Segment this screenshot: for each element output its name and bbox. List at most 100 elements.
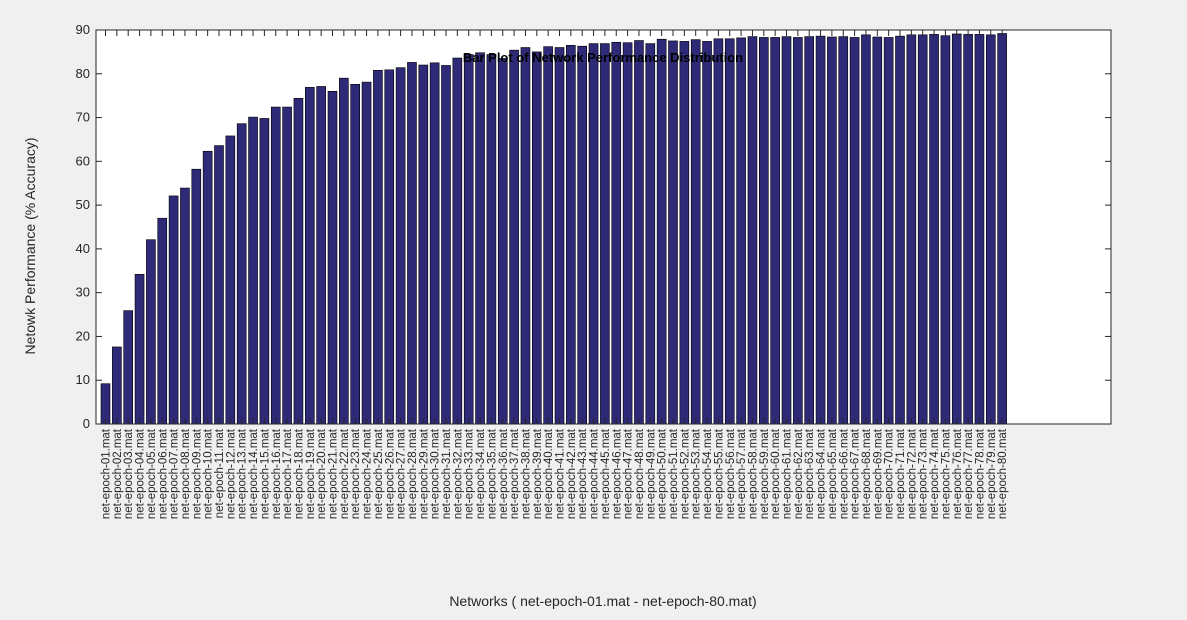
bar — [248, 116, 258, 425]
y-tick-label: 70 — [76, 110, 90, 125]
bar — [668, 40, 678, 425]
x-tick-label: net-epoch-75.mat — [940, 428, 952, 519]
bar — [622, 42, 633, 425]
x-tick-label: net-epoch-12.mat — [225, 428, 237, 519]
bar — [304, 87, 315, 425]
bar — [770, 37, 780, 425]
bar — [452, 57, 463, 425]
bar — [895, 35, 905, 425]
bar — [361, 81, 372, 425]
bar — [951, 33, 962, 425]
bar — [883, 37, 894, 425]
x-tick-label: net-epoch-05.mat — [146, 428, 158, 519]
bar — [963, 34, 973, 425]
bar — [736, 37, 746, 425]
bar — [202, 150, 213, 425]
x-tick-label: net-epoch-15.mat — [259, 428, 271, 519]
bar — [236, 123, 247, 425]
x-tick-label: net-epoch-16.mat — [271, 428, 283, 519]
y-axis-label: Netowk Performance (% Accuracy) — [22, 137, 38, 354]
x-tick-label: net-epoch-31.mat — [441, 428, 453, 519]
bar — [634, 40, 644, 425]
x-tick-label: net-epoch-45.mat — [600, 428, 612, 519]
x-tick-label: net-epoch-46.mat — [611, 428, 623, 519]
x-tick-label: net-epoch-58.mat — [747, 428, 759, 519]
x-tick-label: net-epoch-62.mat — [793, 428, 805, 519]
bars-group — [100, 33, 1007, 425]
bar — [429, 62, 440, 425]
x-tick-label: net-epoch-09.mat — [191, 428, 203, 519]
x-tick-label: net-epoch-72.mat — [906, 428, 918, 519]
bar — [293, 97, 304, 425]
bar — [940, 35, 951, 425]
y-tick-label: 30 — [76, 285, 90, 300]
x-tick-label: net-epoch-52.mat — [679, 428, 691, 519]
x-tick-label: net-epoch-32.mat — [452, 428, 464, 519]
x-tick-label: net-epoch-20.mat — [316, 428, 328, 519]
x-tick-label: net-epoch-39.mat — [532, 428, 544, 519]
bar — [225, 135, 236, 425]
y-tick-label: 60 — [76, 153, 90, 168]
x-tick-label: net-epoch-59.mat — [759, 428, 771, 519]
bar — [827, 36, 837, 425]
x-tick-label: net-epoch-08.mat — [180, 428, 192, 519]
x-tick-label: net-epoch-44.mat — [589, 428, 601, 519]
x-tick-label: net-epoch-42.mat — [566, 428, 578, 519]
x-tick-label: net-epoch-43.mat — [577, 428, 589, 519]
bar — [418, 64, 429, 425]
bar — [270, 106, 281, 425]
x-tick-label: net-epoch-51.mat — [668, 428, 680, 519]
bar — [395, 67, 406, 425]
bar — [679, 41, 690, 425]
x-tick-label: net-epoch-21.mat — [328, 428, 340, 519]
x-tick-label: net-epoch-80.mat — [997, 428, 1009, 519]
bar — [407, 62, 417, 425]
x-tick-label: net-epoch-77.mat — [963, 428, 975, 519]
bar — [917, 34, 928, 425]
x-tick-label: net-epoch-57.mat — [736, 428, 748, 519]
bar — [168, 195, 179, 425]
x-tick-label: net-epoch-47.mat — [623, 428, 635, 519]
x-tick-label: net-epoch-02.mat — [112, 428, 124, 519]
bar — [838, 36, 849, 425]
y-tick-label: 50 — [76, 197, 90, 212]
x-tick-label: net-epoch-34.mat — [475, 428, 487, 519]
x-tick-label: net-epoch-22.mat — [339, 428, 351, 519]
bar — [793, 37, 803, 425]
bar — [974, 34, 985, 425]
bar — [100, 383, 111, 425]
bar — [531, 51, 542, 425]
bar — [815, 35, 826, 425]
x-tick-label: net-epoch-28.mat — [407, 428, 419, 519]
bar — [724, 38, 735, 425]
x-tick-label: net-epoch-56.mat — [725, 428, 737, 519]
y-tick-label: 0 — [83, 416, 90, 431]
bar — [872, 36, 883, 425]
bar — [384, 69, 395, 425]
x-tick-label: net-epoch-76.mat — [952, 428, 964, 519]
bar — [929, 34, 939, 425]
x-tick-label: net-epoch-24.mat — [362, 428, 374, 519]
y-tick-label: 10 — [76, 372, 90, 387]
x-tick-label: net-epoch-53.mat — [691, 428, 703, 519]
bar — [645, 43, 656, 425]
x-tick-label: net-epoch-74.mat — [929, 428, 941, 519]
x-tick-label: net-epoch-17.mat — [282, 428, 294, 519]
bar — [577, 45, 588, 425]
bar — [134, 273, 145, 425]
bar — [588, 43, 599, 425]
bar — [316, 86, 326, 425]
x-tick-label: net-epoch-35.mat — [486, 428, 498, 519]
y-tick-label: 40 — [76, 241, 90, 256]
x-tick-label: net-epoch-14.mat — [248, 428, 260, 519]
bar — [985, 34, 996, 425]
x-tick-label: net-epoch-79.mat — [986, 428, 998, 519]
bar — [758, 37, 769, 425]
x-tick-label: net-epoch-11.mat — [214, 428, 226, 518]
bar — [112, 346, 122, 425]
x-tick-label: net-epoch-73.mat — [918, 428, 930, 519]
x-tick-label: net-epoch-06.mat — [157, 428, 169, 519]
bar — [611, 41, 622, 425]
bar — [157, 217, 168, 425]
bar — [282, 106, 292, 425]
